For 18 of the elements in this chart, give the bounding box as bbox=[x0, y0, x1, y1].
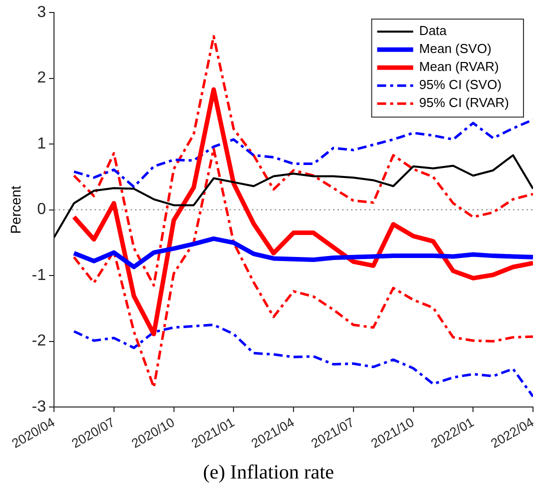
legend-label: Mean (RVAR) bbox=[419, 59, 499, 74]
text: (e) Inflation rate bbox=[202, 461, 334, 484]
y-tick-label: 0 bbox=[37, 201, 46, 218]
line-series bbox=[72, 324, 533, 398]
legend-label: Mean (SVO) bbox=[419, 41, 492, 56]
y-tick-label: 3 bbox=[37, 4, 46, 22]
line-series bbox=[72, 118, 533, 188]
y-tick-label: -3 bbox=[32, 398, 46, 416]
legend-label: 95% CI (SVO) bbox=[419, 77, 502, 92]
legend-label: Data bbox=[419, 23, 448, 38]
y-tick-label: -2 bbox=[32, 332, 46, 350]
legend-label: 95% CI (RVAR) bbox=[419, 95, 510, 110]
y-tick-label: -1 bbox=[32, 266, 46, 284]
line-series bbox=[72, 147, 533, 389]
y-tick-label: 2 bbox=[37, 70, 46, 87]
y-axis-title: Percent bbox=[7, 186, 24, 234]
y-tick-label: 1 bbox=[37, 135, 46, 152]
line-series bbox=[72, 35, 533, 287]
